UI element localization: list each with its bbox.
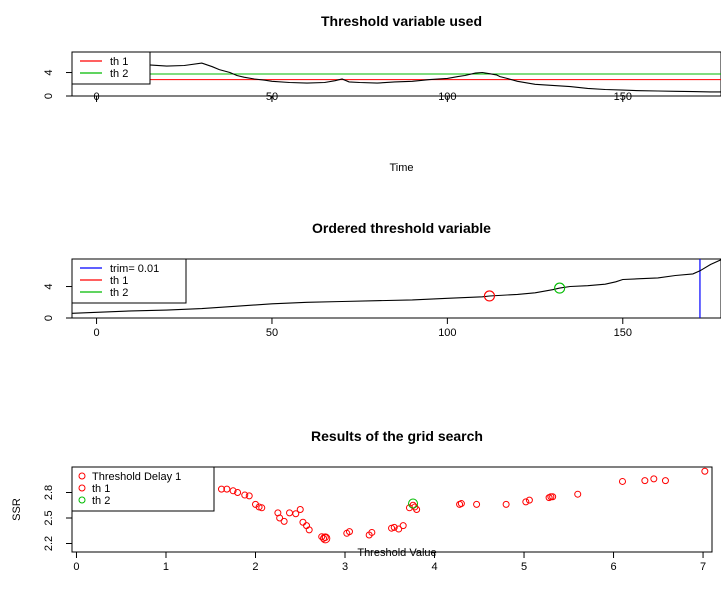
panel-3-point-threshold-delay-1 — [286, 509, 294, 517]
panel-3-point-threshold-delay-1 — [502, 500, 510, 508]
panel-3-point-threshold-delay-1 — [701, 467, 709, 475]
panel-3-point-threshold-delay-1 — [390, 523, 398, 531]
panel-3-title: Results of the grid search — [311, 428, 483, 444]
panel-1-series-line — [72, 62, 721, 93]
panel-2-legend-label: trim= 0.01 — [110, 263, 159, 275]
panel-3-point-threshold-delay-1 — [399, 522, 407, 530]
panel-2-title: Ordered threshold variable — [312, 220, 491, 236]
panel-2-legend-box — [71, 258, 187, 304]
panel-1-y-tick-label: 4 — [43, 69, 55, 75]
panel-1-x-tick-label: 150 — [614, 91, 632, 103]
panel-3-point-threshold-delay-1 — [258, 504, 266, 512]
panel-3-point-threshold-delay-1 — [276, 514, 284, 522]
panel-2-legend-label: th 1 — [110, 275, 128, 287]
panel-3-legend-label: Threshold Delay 1 — [92, 471, 181, 483]
panel-3-point-threshold-delay-1 — [299, 518, 307, 526]
panel-1-legend-label: th 1 — [110, 56, 128, 68]
panel-3-point-threshold-delay-1 — [574, 490, 582, 498]
panel-1-x-axis-label: Time — [389, 162, 413, 174]
panel-3-point-threshold-delay-1 — [368, 528, 376, 536]
panel-1-y-tick-label: 0 — [43, 93, 55, 99]
panel-3-point-threshold-delay-1 — [549, 493, 557, 501]
panel-3-x-tick-label: 7 — [700, 561, 706, 573]
panel-1-x-tick-label: 0 — [93, 91, 99, 103]
panel-3-legend-box — [71, 466, 215, 512]
panel-3-point-threshold-delay-1 — [245, 492, 253, 500]
panel-2-y-tick-label: 0 — [43, 315, 55, 321]
panel-1-x-tick-label: 50 — [266, 91, 278, 103]
panel-2-x-tick-label: 50 — [266, 327, 278, 339]
panel-3-point-threshold-delay-1 — [234, 489, 242, 496]
panel-3-y-axis-label: SSR — [11, 498, 23, 521]
panel-3-legend-symbol — [78, 496, 86, 504]
panel-3-x-axis-label: Threshold Value — [357, 547, 436, 559]
panel-3-legend-symbol — [78, 472, 86, 480]
panel-3-x-tick-label: 4 — [431, 561, 437, 573]
panel-3-point-th-1 — [320, 533, 331, 544]
panel-3-x-tick-label: 2 — [252, 561, 258, 573]
panel-3-x-tick-label: 6 — [610, 561, 616, 573]
panel-3-point-threshold-delay-1 — [217, 485, 225, 493]
panel-1-legend-label: th 2 — [110, 68, 128, 80]
panel-3-point-threshold-delay-1 — [457, 500, 465, 508]
panel-3-y-tick-label: 2.8 — [43, 485, 55, 500]
panel-3-point-threshold-delay-1 — [650, 475, 658, 483]
panel-3-point-threshold-delay-1 — [296, 506, 304, 513]
panel-2-y-tick-label: 4 — [43, 283, 55, 289]
panel-3-legend-symbol — [78, 484, 86, 492]
panel-2-marker-th-2 — [554, 282, 566, 294]
panel-3-point-threshold-delay-1 — [280, 517, 288, 525]
panel-3-point-threshold-delay-1 — [661, 477, 669, 485]
panel-3-point-threshold-delay-1 — [241, 491, 249, 499]
panel-3-y-tick-label: 2.5 — [43, 510, 55, 525]
panel-3-legend-label: th 2 — [92, 495, 110, 507]
panel-3-x-tick-label: 0 — [73, 561, 79, 573]
panel-3-point-threshold-delay-1 — [395, 525, 403, 533]
panel-3-x-tick-label: 5 — [521, 561, 527, 573]
panel-3-point-threshold-delay-1 — [473, 500, 481, 508]
panel-3-point-threshold-delay-1 — [305, 526, 313, 534]
panel-3-point-threshold-delay-1 — [618, 477, 626, 485]
panel-3-x-tick-label: 3 — [342, 561, 348, 573]
panel-2-x-tick-label: 150 — [614, 327, 632, 339]
panel-3-point-threshold-delay-1 — [522, 498, 530, 506]
panel-2-marker-th-1 — [483, 290, 496, 302]
panel-3-point-th-2 — [408, 498, 419, 509]
panel-1-legend-box — [71, 51, 151, 85]
panel-3-point-threshold-delay-1 — [223, 485, 231, 493]
panel-3-point-threshold-delay-1 — [641, 477, 649, 485]
panel-2-x-tick-label: 0 — [93, 327, 99, 339]
panel-2-series-line — [72, 259, 721, 314]
panel-3-point-threshold-delay-1 — [292, 510, 300, 518]
panel-3-point-threshold-delay-1 — [318, 533, 326, 541]
panel-3-point-threshold-delay-1 — [321, 534, 329, 542]
panel-1-title: Threshold variable used — [321, 13, 482, 29]
panel-3-legend-label: th 1 — [92, 483, 110, 495]
panel-2-legend-label: th 2 — [110, 287, 128, 299]
panel-3-point-threshold-delay-1 — [229, 487, 237, 495]
panel-3-y-tick-label: 2.2 — [43, 536, 55, 551]
panel-3-point-threshold-delay-1 — [525, 496, 533, 504]
panel-2-x-tick-label: 100 — [438, 327, 456, 339]
panel-3-point-threshold-delay-1 — [345, 528, 353, 536]
panel-1-x-tick-label: 100 — [438, 91, 456, 103]
panel-3-x-tick-label: 1 — [163, 561, 169, 573]
